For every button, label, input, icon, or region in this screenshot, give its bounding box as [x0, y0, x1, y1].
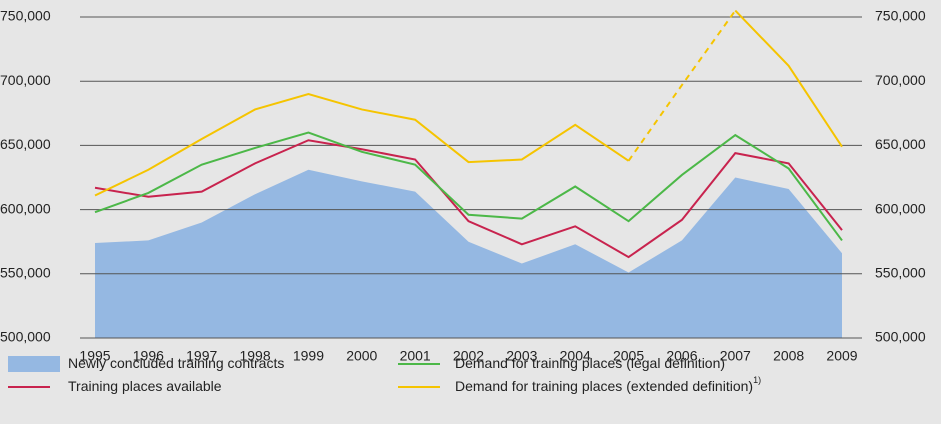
- line: [94, 131, 843, 242]
- y-tick-label: 750,000: [0, 8, 51, 24]
- y2-tick-label: 550,000: [875, 265, 926, 281]
- line: [627, 9, 737, 162]
- y2-tick-label: 500,000: [875, 329, 926, 345]
- x-tick-label: 1996: [133, 348, 164, 364]
- footnote-mark: 1): [753, 375, 761, 385]
- y-tick-label: 550,000: [0, 265, 51, 281]
- x-tick-label: 1997: [186, 348, 217, 364]
- legend-label: Newly concluded training contracts: [68, 355, 284, 371]
- line: [734, 9, 843, 148]
- legend-swatch: [8, 356, 60, 372]
- y2-tick-label: 600,000: [875, 200, 926, 216]
- y-tick-label: 500,000: [0, 329, 51, 345]
- x-tick-label: 2008: [773, 348, 804, 364]
- x-tick-label: 2006: [666, 348, 697, 364]
- legend-label: Training places available: [68, 378, 222, 394]
- x-tick-label: 2004: [560, 348, 591, 364]
- x-tick-label: 1999: [293, 348, 324, 364]
- legend-label: Demand for training places (legal defini…: [455, 355, 725, 371]
- y2-tick-label: 700,000: [875, 72, 926, 88]
- x-tick-label: 2005: [613, 348, 644, 364]
- y-tick-label: 650,000: [0, 136, 51, 152]
- x-tick-label: 2001: [400, 348, 431, 364]
- x-tick-label: 2007: [720, 348, 751, 364]
- legend-text: Demand for training places (extended def…: [455, 378, 753, 394]
- x-tick-label: 1995: [79, 348, 110, 364]
- area: [95, 169, 842, 338]
- y-tick-label: 600,000: [0, 200, 51, 216]
- x-tick-label: 1998: [239, 348, 270, 364]
- y2-tick-label: 750,000: [875, 8, 926, 24]
- legend-label: Demand for training places (extended def…: [455, 375, 761, 393]
- y-tick-label: 700,000: [0, 72, 51, 88]
- x-tick-label: 2009: [826, 348, 857, 364]
- legend-text: Newly concluded training contracts: [68, 355, 284, 371]
- x-tick-label: 2002: [453, 348, 484, 364]
- legend-text: Training places available: [68, 378, 222, 394]
- legend-text: Demand for training places (legal defini…: [455, 355, 725, 371]
- x-tick-label: 2003: [506, 348, 537, 364]
- y2-tick-label: 650,000: [875, 136, 926, 152]
- x-tick-label: 2000: [346, 348, 377, 364]
- line: [94, 139, 843, 259]
- line: [94, 92, 630, 197]
